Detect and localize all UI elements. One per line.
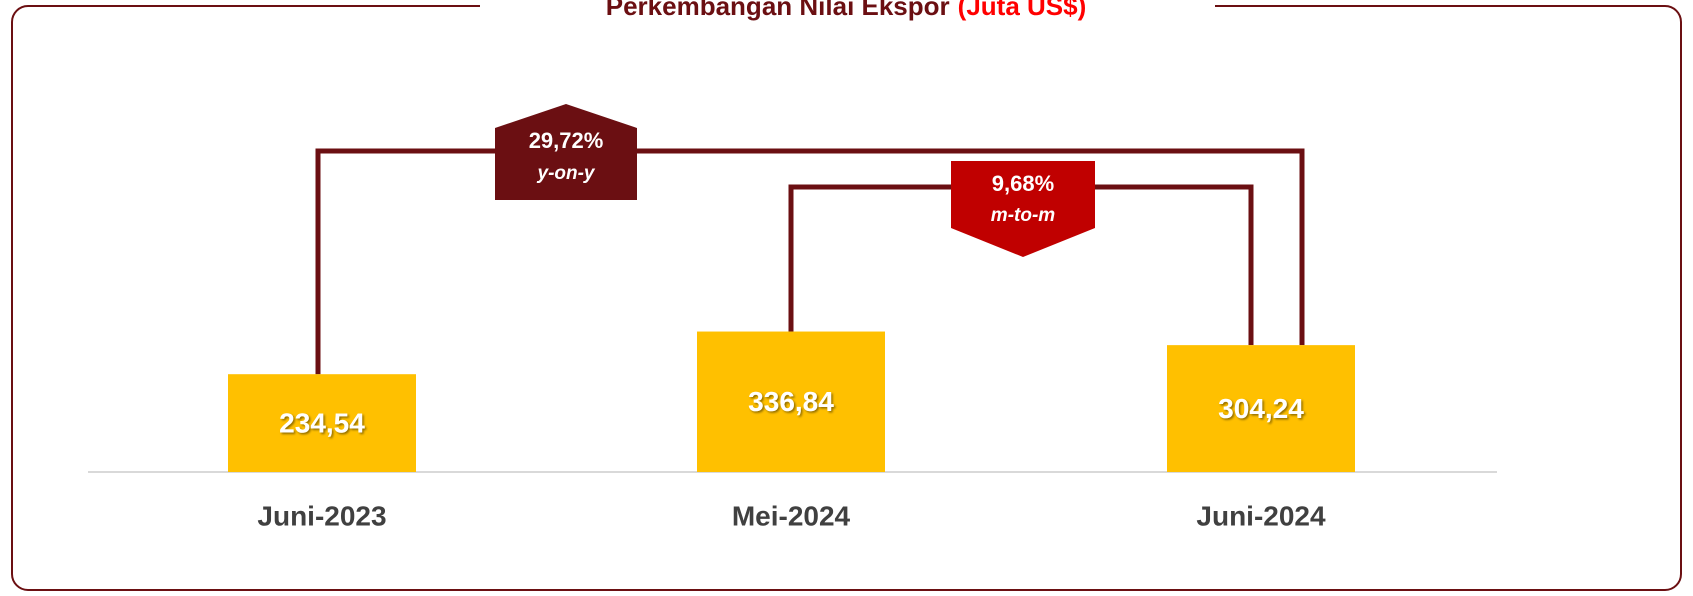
bar: [1167, 345, 1355, 472]
bar: [228, 374, 416, 472]
title-unit: (Juta US$): [958, 0, 1087, 21]
value-label: 234,54: [279, 407, 365, 438]
annotation-badge: [495, 104, 637, 200]
annotation-value: 9,68%: [992, 171, 1054, 196]
x-tick-label: Mei-2024: [732, 500, 851, 531]
title-backdrop: [480, 0, 1215, 20]
annotation-value: 29,72%: [529, 128, 604, 153]
title-main: Perkembangan Nilai Ekspor: [606, 0, 950, 21]
chart-title: Perkembangan Nilai Ekspor (Juta US$): [606, 0, 1086, 21]
annotation-badge: [951, 161, 1095, 257]
annotation-subtext: m-to-m: [991, 205, 1055, 226]
connector: [315, 148, 1305, 375]
value-label: 336,84: [748, 386, 834, 417]
bar: [697, 331, 885, 472]
value-label: 304,24: [1218, 393, 1304, 424]
x-tick-label: Juni-2024: [1196, 500, 1326, 531]
annotation-subtext: y-on-y: [537, 163, 596, 184]
x-tick-label: Juni-2023: [257, 500, 386, 531]
